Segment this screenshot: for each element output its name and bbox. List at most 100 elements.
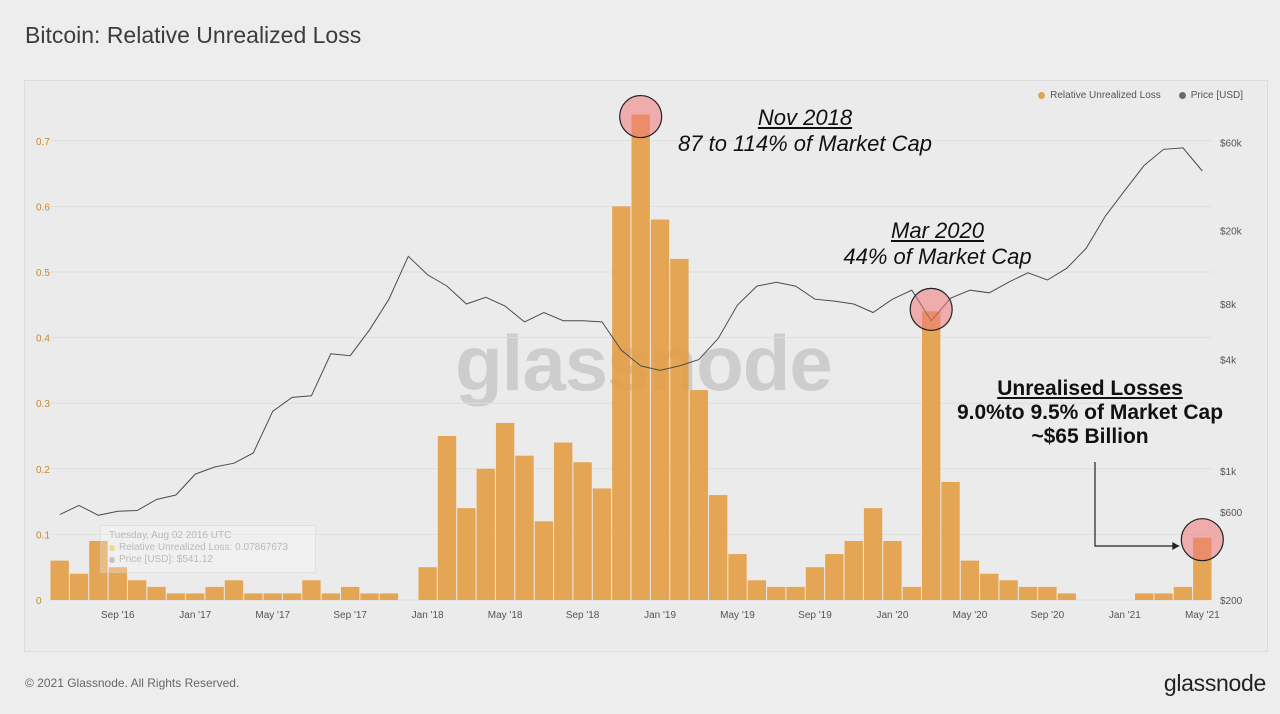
rul-bar	[670, 258, 689, 600]
hover-tooltip: Tuesday, Aug 02 2016 UTC Relative Unreal…	[100, 525, 316, 573]
rul-bar	[437, 436, 457, 600]
annotation-nov2018: Nov 2018 87 to 114% of Market Cap	[660, 105, 950, 157]
annotation-mar2020-text: 44% of Market Cap	[843, 244, 1032, 269]
x-tick-label: May '19	[720, 610, 755, 621]
rul-bar	[922, 311, 941, 600]
legend-label-rul: Relative Unrealized Loss	[1050, 90, 1161, 101]
annotation-nov2018-text: 87 to 114% of Market Cap	[678, 131, 932, 156]
chart-title: Bitcoin: Relative Unrealized Loss	[25, 22, 362, 48]
rul-bar	[108, 567, 127, 600]
rul-bar	[186, 593, 205, 600]
x-tick-label: May '21	[1185, 610, 1220, 621]
legend: Relative Unrealized Loss Price [USD]	[1038, 90, 1243, 101]
rul-bar	[573, 462, 592, 600]
y-right-tick-label: $600	[1220, 508, 1243, 519]
annotation-current-line1: 9.0%to 9.5% of Market Cap	[956, 401, 1224, 424]
rul-bar	[747, 580, 767, 600]
rul-bar	[166, 593, 186, 600]
rul-bar	[1135, 593, 1154, 600]
legend-dot-rul	[1038, 92, 1046, 99]
x-tick-label: Sep '20	[1031, 610, 1065, 621]
y-left-tick-label: 0.6	[36, 202, 50, 213]
rul-bar	[321, 593, 340, 600]
rul-bar	[941, 481, 960, 600]
y-left-tick-label: 0.7	[36, 137, 50, 148]
rul-bar	[205, 586, 224, 600]
highlight-circle-current	[1180, 518, 1224, 562]
legend-label-price: Price [USD]	[1190, 90, 1243, 101]
annotation-mar2020: Mar 2020 44% of Market Cap	[820, 218, 1055, 270]
price-series-line	[59, 147, 1203, 516]
tooltip-rul: Relative Unrealized Loss: 0.07867673	[119, 542, 288, 553]
rul-bar	[282, 593, 302, 600]
rul-bar	[631, 114, 650, 600]
rul-bar	[980, 573, 999, 600]
rul-bar	[1038, 586, 1057, 600]
brand-logo: glassnode	[1163, 670, 1266, 696]
y-left-tick-label: 0.5	[36, 268, 50, 279]
rul-bar	[50, 560, 69, 600]
rul-bar	[863, 508, 883, 600]
annotation-current-line2: ~$65 Billion	[1031, 425, 1149, 448]
rul-bar	[302, 580, 321, 600]
y-left-tick-label: 0.3	[36, 399, 50, 410]
x-tick-label: Sep '16	[101, 610, 135, 621]
rul-bar	[902, 586, 921, 600]
x-tick-label: Jan '21	[1109, 610, 1141, 621]
y-right-tick-label: $1k	[1220, 467, 1237, 478]
y-right-tick-label: $200	[1220, 596, 1243, 607]
rul-bar	[515, 455, 534, 600]
x-tick-label: Jan '18	[412, 610, 444, 621]
annotation-mar2020-title: Mar 2020	[891, 218, 984, 243]
legend-item-price[interactable]: Price [USD]	[1178, 90, 1243, 101]
rul-bar	[127, 580, 147, 600]
tooltip-price: Price [USD]: $541.12	[119, 554, 213, 565]
x-tick-label: Sep '18	[566, 610, 600, 621]
annotation-nov2018-title: Nov 2018	[757, 105, 853, 130]
rul-bar	[689, 390, 708, 600]
rul-bar	[1173, 586, 1193, 600]
annotation-current-title: Unrealised Losses	[997, 377, 1183, 400]
rul-bar	[263, 593, 282, 600]
rul-bar	[341, 586, 360, 600]
y-left-tick-label: 0.1	[36, 530, 50, 541]
highlight-circle-mar2020	[909, 287, 953, 331]
rul-bar	[476, 468, 495, 600]
x-tick-label: May '17	[255, 610, 290, 621]
x-tick-label: Jan '17	[179, 610, 211, 621]
rul-bar	[728, 554, 747, 600]
tooltip-dot-rul	[109, 545, 115, 551]
y-left-tick-label: 0	[36, 596, 42, 607]
rul-bar	[767, 586, 786, 600]
tooltip-dot-price	[109, 557, 115, 563]
rul-bar	[244, 593, 263, 600]
y-left-tick-label: 0.2	[36, 465, 50, 476]
rul-bar	[612, 206, 631, 600]
y-left-tick-label: 0.4	[36, 334, 50, 345]
rul-bar	[883, 540, 902, 600]
y-right-tick-label: $8k	[1220, 300, 1237, 311]
y-right-tick-label: $4k	[1220, 356, 1237, 367]
copyright-text: © 2021 Glassnode. All Rights Reserved.	[25, 676, 240, 690]
tooltip-date: Tuesday, Aug 02 2016 UTC	[109, 530, 232, 541]
annotation-arrow-head	[1172, 542, 1180, 550]
x-tick-label: May '18	[488, 610, 523, 621]
x-tick-label: Sep '17	[333, 610, 367, 621]
rul-bar	[379, 593, 399, 600]
rul-bar	[592, 488, 612, 600]
rul-bar	[1018, 586, 1038, 600]
rul-bar	[805, 567, 825, 600]
x-tick-label: Jan '19	[644, 610, 676, 621]
rul-bar	[1057, 593, 1076, 600]
rul-bar	[825, 554, 844, 600]
legend-item-rul[interactable]: Relative Unrealized Loss	[1038, 90, 1161, 101]
rul-bar	[69, 573, 89, 600]
y-right-tick-label: $20k	[1220, 227, 1243, 238]
rul-bar	[554, 442, 573, 600]
rul-bar	[360, 593, 379, 600]
rul-bar	[708, 495, 728, 600]
rul-bar	[999, 580, 1018, 600]
rul-bar	[495, 422, 515, 600]
annotation-arrow-line	[1094, 462, 1180, 547]
